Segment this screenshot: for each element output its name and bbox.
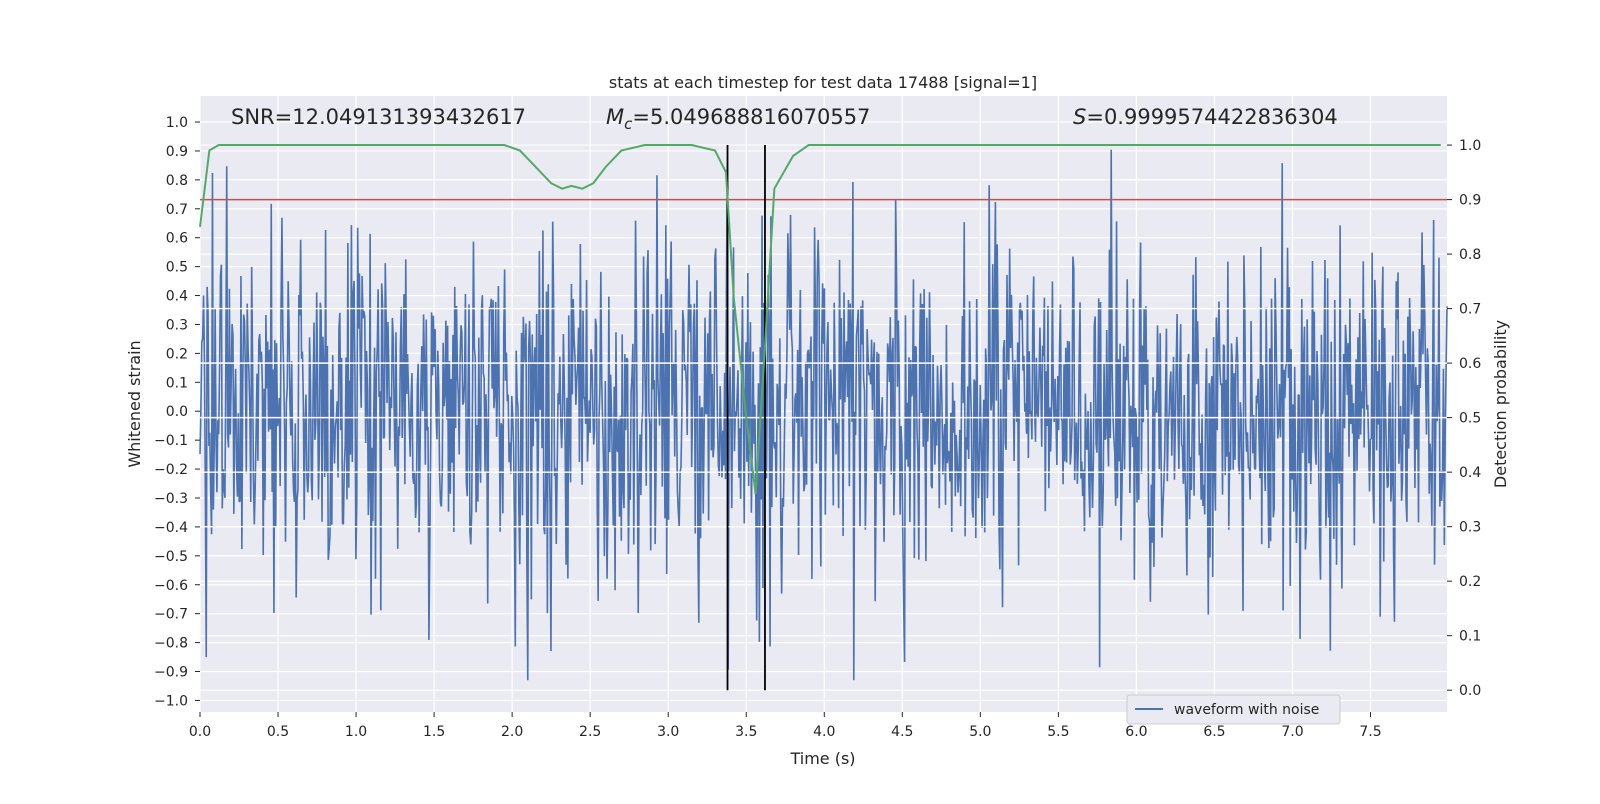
y-left-tick-label: −0.6	[154, 578, 188, 594]
tick-labels: 0.0 0.5 1.0 1.5 2.0 2.5 3.0 3.5 4.0 4.5 5.0 5.5 6.0 6…	[154, 115, 1481, 740]
y-right-tick-label: 0.6	[1459, 356, 1481, 372]
chirp-mass-annotation: Mc=5.049688816070557	[606, 105, 870, 133]
event-window	[726, 145, 766, 691]
x-tick-label: 0.0	[189, 724, 211, 740]
y-left-tick-label: 0.5	[166, 260, 188, 276]
x-tick-label: 1.0	[345, 724, 367, 740]
y-left-tick-label: −0.3	[154, 491, 188, 507]
y-right-tick-label: 0.8	[1459, 247, 1481, 263]
y-left-tick-label: 0.4	[166, 289, 188, 305]
y-right-tick-label: 0.0	[1459, 683, 1481, 699]
snr-annotation: SNR=12.049131393432617	[231, 105, 526, 129]
y-right-tick-label: 0.2	[1459, 574, 1481, 590]
x-tick-label: 4.5	[891, 724, 913, 740]
x-axis-label: Time (s)	[789, 749, 855, 768]
legend: waveform with noise	[1126, 694, 1341, 725]
score-annotation: S=0.9999574422836304	[1073, 105, 1338, 129]
x-tick-label: 7.5	[1359, 724, 1381, 740]
y-right-tick-label: 0.9	[1459, 193, 1481, 209]
y-axis-left-label: Whitened strain	[125, 340, 144, 467]
y-right-tick-label: 0.1	[1459, 629, 1481, 645]
y-left-tick-label: −0.8	[154, 636, 188, 652]
y-left-tick-label: −0.2	[154, 462, 188, 478]
chart-title: stats at each timestep for test data 174…	[609, 73, 1037, 92]
x-tick-label: 5.5	[1047, 724, 1069, 740]
x-tick-label: 5.0	[969, 724, 991, 740]
y-left-tick-label: 0.9	[166, 144, 188, 160]
y-left-tick-label: −0.1	[154, 433, 188, 449]
strain-series	[199, 149, 1448, 681]
y-axis-right-label: Detection probability	[1491, 320, 1510, 488]
x-tick-label: 4.0	[813, 724, 835, 740]
x-tick-label: 7.0	[1281, 724, 1303, 740]
probability-series	[199, 144, 1441, 495]
plot-background	[200, 96, 1447, 712]
y-left-tick-label: −0.4	[154, 520, 188, 536]
legend-label: waveform with noise	[1174, 702, 1319, 718]
y-left-tick-label: 0.6	[166, 231, 188, 247]
y-left-tick-label: 0.7	[166, 202, 188, 218]
strain-waveform-line	[199, 149, 1448, 681]
y-left-tick-label: −0.5	[154, 549, 188, 565]
x-tick-label: 1.5	[423, 724, 445, 740]
x-tick-label: 6.5	[1203, 724, 1225, 740]
y-left-tick-label: 0.2	[166, 346, 188, 362]
y-right-tick-label: 1.0	[1459, 138, 1481, 154]
x-tick-label: 2.0	[501, 724, 523, 740]
y-right-tick-label: 0.7	[1459, 302, 1481, 318]
x-tick-label: 3.0	[657, 724, 679, 740]
y-right-tick-label: 0.4	[1459, 465, 1481, 481]
y-left-tick-label: 0.8	[166, 173, 188, 189]
y-left-tick-label: −1.0	[154, 693, 188, 709]
y-left-tick-label: −0.7	[154, 607, 188, 623]
detection-probability-line	[199, 144, 1441, 495]
y-left-tick-label: 0.1	[166, 375, 188, 391]
x-tick-label: 3.5	[735, 724, 757, 740]
x-tick-label: 2.5	[579, 724, 601, 740]
y-left-tick-label: −0.9	[154, 665, 188, 681]
y-left-tick-label: 0.0	[166, 404, 188, 420]
x-tick-label: 6.0	[1125, 724, 1147, 740]
grid-overlay	[200, 307, 1447, 528]
y-left-tick-label: 0.3	[166, 317, 188, 333]
x-tick-label: 0.5	[267, 724, 289, 740]
y-right-tick-label: 0.5	[1459, 411, 1481, 427]
y-right-tick-label: 0.3	[1459, 520, 1481, 536]
legend-box	[1126, 694, 1341, 725]
y-left-tick-label: 1.0	[166, 115, 188, 131]
